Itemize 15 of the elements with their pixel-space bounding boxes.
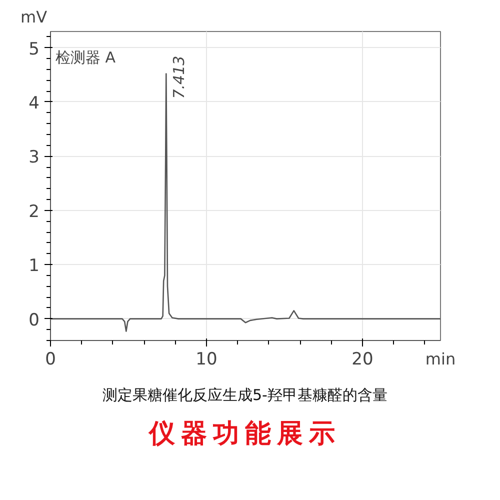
x-axis-title: min xyxy=(425,350,456,368)
y-tick-label: 5 xyxy=(28,39,40,60)
text: 仪器功能展示 xyxy=(149,418,341,452)
y-tick-label: 4 xyxy=(28,93,40,114)
x-tick-label: 10 xyxy=(196,350,218,370)
annotation: 7.413 xyxy=(170,56,188,99)
text: 测定果糖催化反应生成5-羟甲基糠醛的含量 xyxy=(102,385,388,406)
annotation: 检测器 A xyxy=(56,48,116,66)
y-tick-label: 2 xyxy=(28,202,40,222)
y-axis-title: mV xyxy=(20,8,48,26)
y-tick-label: 1 xyxy=(28,256,40,276)
x-tick-label: 20 xyxy=(352,350,374,370)
y-tick-label: 0 xyxy=(28,310,40,330)
y-tick-label: 3 xyxy=(28,148,40,168)
x-tick-label: 0 xyxy=(45,350,56,370)
